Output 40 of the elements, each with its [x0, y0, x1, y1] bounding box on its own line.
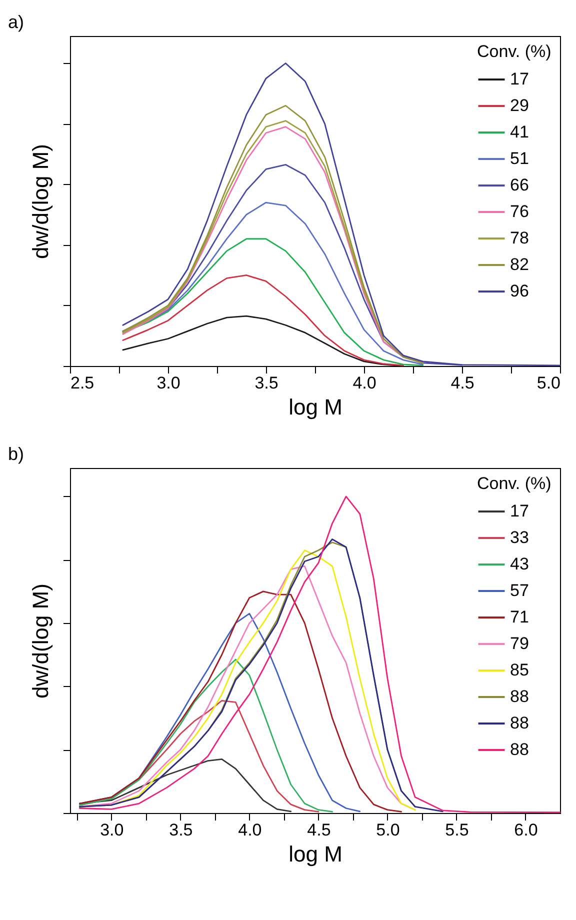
legend-label: 17	[510, 70, 529, 88]
legend-title: Conv. (%)	[477, 42, 552, 61]
x-tick-label: 6.0	[514, 820, 538, 840]
legend-label: 57	[510, 581, 529, 600]
legend-label: 96	[510, 282, 529, 300]
legend-label: 51	[510, 149, 529, 168]
x-axis-title: log M	[288, 842, 342, 866]
legend-label: 76	[510, 202, 529, 221]
x-tick-label: 2.5	[70, 374, 94, 392]
x-tick-label: 5.5	[445, 820, 469, 840]
legend-label: 29	[510, 96, 529, 115]
legend-label: 33	[510, 528, 529, 547]
x-tick-label: 5.0	[536, 374, 560, 392]
legend-label: 43	[510, 554, 529, 574]
legend-label: 88	[510, 687, 529, 706]
x-tick-label: 4.0	[352, 374, 376, 392]
x-tick-label: 3.0	[156, 374, 180, 392]
legend-label: 41	[510, 122, 529, 142]
legend-label: 17	[510, 502, 529, 520]
x-tick-label: 3.5	[169, 820, 193, 840]
legend-label: 85	[510, 660, 529, 680]
legend-label: 82	[510, 255, 529, 274]
legend-label: 66	[510, 176, 529, 194]
x-tick-label: 3.5	[254, 374, 278, 392]
x-tick-label: 4.0	[238, 820, 262, 840]
x-axis-title: log M	[288, 394, 342, 420]
y-axis-title: dw/d(log M)	[28, 144, 53, 259]
chart-title: b)	[8, 444, 24, 464]
y-axis-title: dw/d(log M)	[28, 584, 53, 698]
legend-label: 88	[510, 714, 529, 732]
chart-title: a)	[8, 12, 24, 32]
x-tick-label: 4.5	[450, 374, 474, 392]
x-tick-label: 3.0	[100, 820, 124, 840]
legend-label: 79	[510, 634, 529, 653]
legend-label: 88	[510, 740, 529, 759]
legend-label: 78	[510, 228, 529, 248]
legend-title: Conv. (%)	[477, 474, 552, 493]
x-tick-label: 5.0	[376, 820, 400, 840]
legend-label: 71	[510, 608, 529, 626]
x-tick-label: 4.5	[307, 820, 331, 840]
